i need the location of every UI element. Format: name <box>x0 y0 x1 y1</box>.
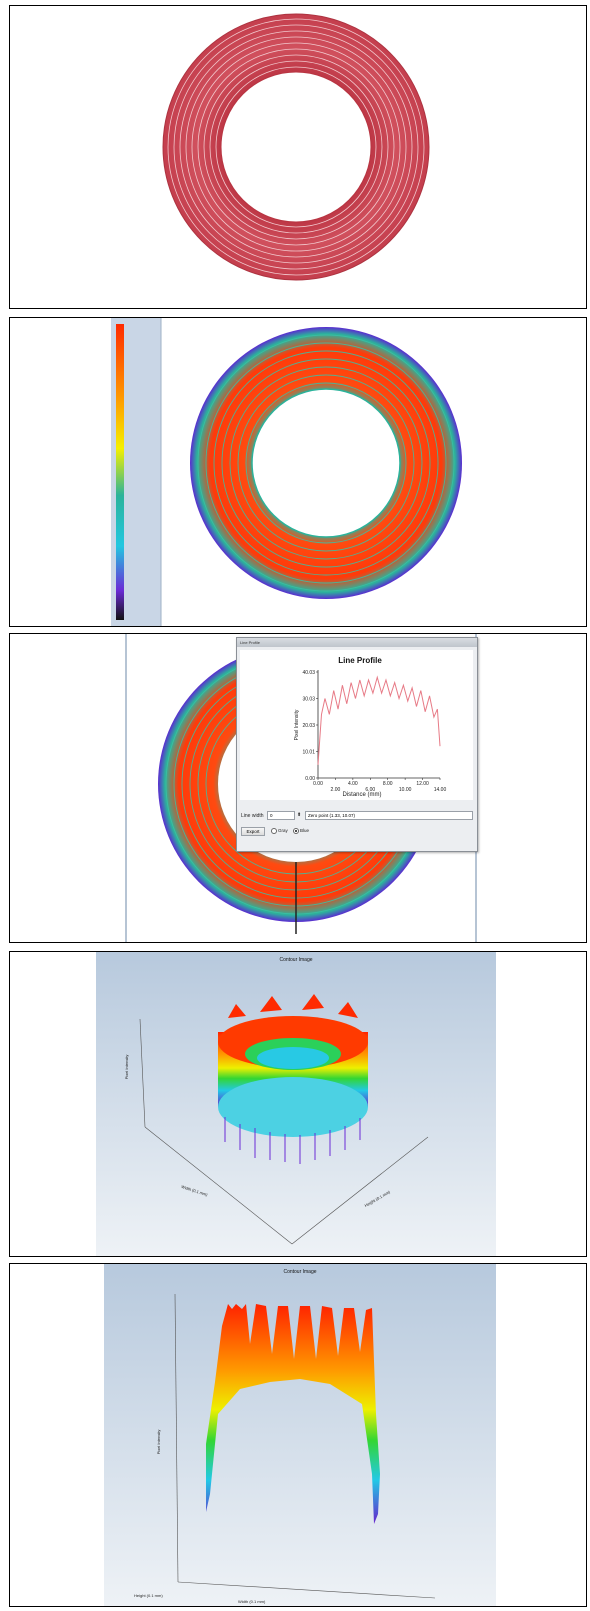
x-axis-label: Distance (mm) <box>342 792 381 798</box>
line-width-stepper-icon[interactable]: ⬍ <box>297 812 302 818</box>
x-tick-label: 8.00 <box>383 781 393 787</box>
radio-blue-label: Blue <box>300 828 310 834</box>
contour-3d-title: Contour Image <box>279 957 312 963</box>
radio-gray-dot <box>271 828 277 834</box>
y-tick-label: 20.03 <box>302 723 315 729</box>
y-axis-label: Pixel Intensity <box>294 709 300 740</box>
radio-blue[interactable]: Blue <box>293 828 309 834</box>
ring-photo <box>162 13 430 281</box>
y-tick-label: 40.03 <box>302 670 315 676</box>
line-profile-chart: Line Profile Pixel Intensity Distance (m… <box>294 656 447 798</box>
contour-profile-plot: Contour Image Pixel Intensity Height (0.… <box>104 1264 496 1606</box>
x-tick-label: 10.00 <box>399 787 412 793</box>
contour-profile-z-label: Pixel Intensity <box>156 1430 161 1455</box>
contour-3d-plot: Contour Image Pixel Intensity Width (0.1… <box>96 952 496 1256</box>
colorbar <box>116 324 124 620</box>
x-tick-label: 14.00 <box>434 787 447 793</box>
x-tick-label: 4.00 <box>348 781 358 787</box>
intensity-map <box>111 318 481 626</box>
contour-3d-z-label: Pixel Intensity <box>124 1055 129 1080</box>
x-tick-label: 12.00 <box>416 781 429 787</box>
line-width-label: Line width <box>241 813 264 819</box>
zero-point-value: (1.33, 10.07) <box>329 813 356 818</box>
zero-point-field: Zero point (1.33, 10.07) <box>305 811 473 820</box>
zero-point-label: Zero point <box>308 813 329 818</box>
radio-blue-dot <box>293 828 299 834</box>
line-width-input[interactable]: 0 <box>267 811 295 820</box>
panel-photo <box>9 5 587 309</box>
chart-title: Line Profile <box>338 656 382 665</box>
profile-series-line <box>317 675 441 765</box>
line-profile-plot: Line Profile Pixel Intensity Distance (m… <box>240 650 473 800</box>
y-tick-label: 30.03 <box>302 697 315 703</box>
window-title: Line Profile <box>237 638 477 647</box>
contour-profile-x-label: Height (0.1 mm) <box>134 1593 163 1598</box>
radio-gray[interactable]: Gray <box>271 828 288 834</box>
panel-line-profile: Line Profile Line Profile Pixel Intensit… <box>9 633 587 943</box>
y-tick-label: 10.01 <box>302 750 315 756</box>
export-button[interactable]: Export <box>241 827 265 836</box>
contour-profile-y-label: Width (0.1 mm) <box>238 1599 266 1604</box>
radio-gray-label: Gray <box>278 828 288 834</box>
contour-profile-title: Contour Image <box>283 1269 316 1275</box>
x-tick-label: 6.00 <box>365 787 375 793</box>
y-tick-label: 0.00 <box>305 776 315 782</box>
x-tick-label: 0.00 <box>313 781 323 787</box>
panel-contour-3d: Contour Image Pixel Intensity Width (0.1… <box>9 951 587 1257</box>
x-tick-label: 2.00 <box>331 787 341 793</box>
panel-contour-profile: Contour Image Pixel Intensity Height (0.… <box>9 1263 587 1607</box>
line-profile-window[interactable]: Line Profile Line Profile Pixel Intensit… <box>236 637 478 852</box>
panel-intensity-map <box>9 317 587 627</box>
